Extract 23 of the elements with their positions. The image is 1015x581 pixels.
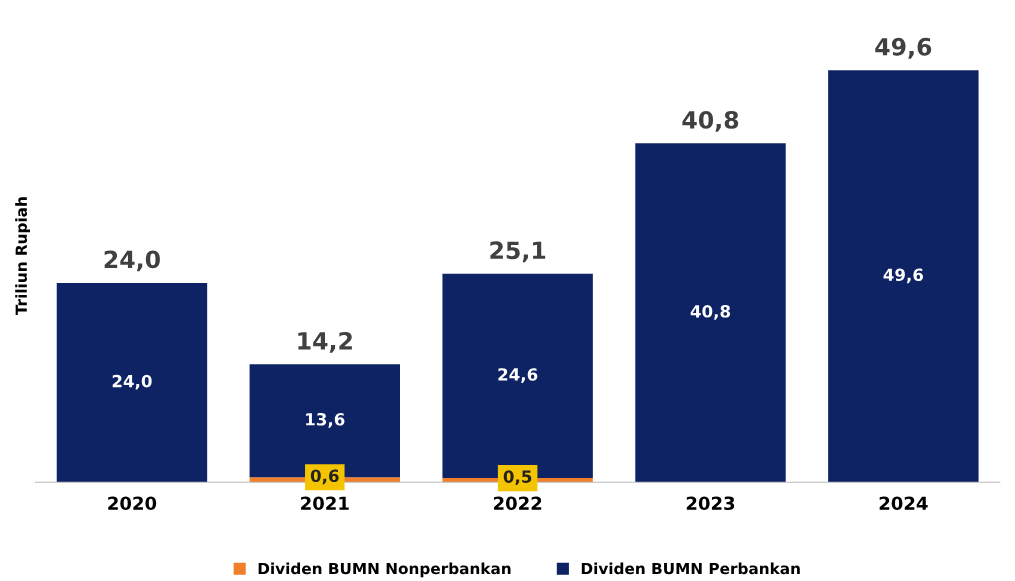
bar <box>56 282 208 483</box>
x-tick-label: 2020 <box>108 496 157 511</box>
x-tick-label: 2022 <box>493 496 542 511</box>
bar <box>828 70 979 483</box>
x-tick-label: 2024 <box>879 496 928 511</box>
total-label: 49,6 <box>875 37 932 59</box>
data-label: 24,0 <box>112 374 152 390</box>
data-label: 40,8 <box>690 305 731 320</box>
y-axis-title: Triliun Rupiah <box>15 197 30 316</box>
legend-label: Dividen BUMN Nonperbankan <box>258 562 511 578</box>
total-label: 40,8 <box>682 110 739 132</box>
total-label: 24,0 <box>104 250 160 272</box>
data-label: 0,5 <box>503 470 532 486</box>
x-tick-label: 2023 <box>686 496 735 511</box>
legend-label: Dividen BUMN Perbankan <box>581 562 800 575</box>
data-label: 24,6 <box>498 368 538 383</box>
data-label: 0,6 <box>310 469 339 485</box>
total-label: 14,2 <box>298 331 352 353</box>
data-label: 49,6 <box>883 268 924 284</box>
total-label: 25,1 <box>490 241 546 263</box>
data-label: 13,6 <box>306 412 345 428</box>
bar <box>635 143 786 483</box>
x-tick-label: 2021 <box>301 496 349 511</box>
